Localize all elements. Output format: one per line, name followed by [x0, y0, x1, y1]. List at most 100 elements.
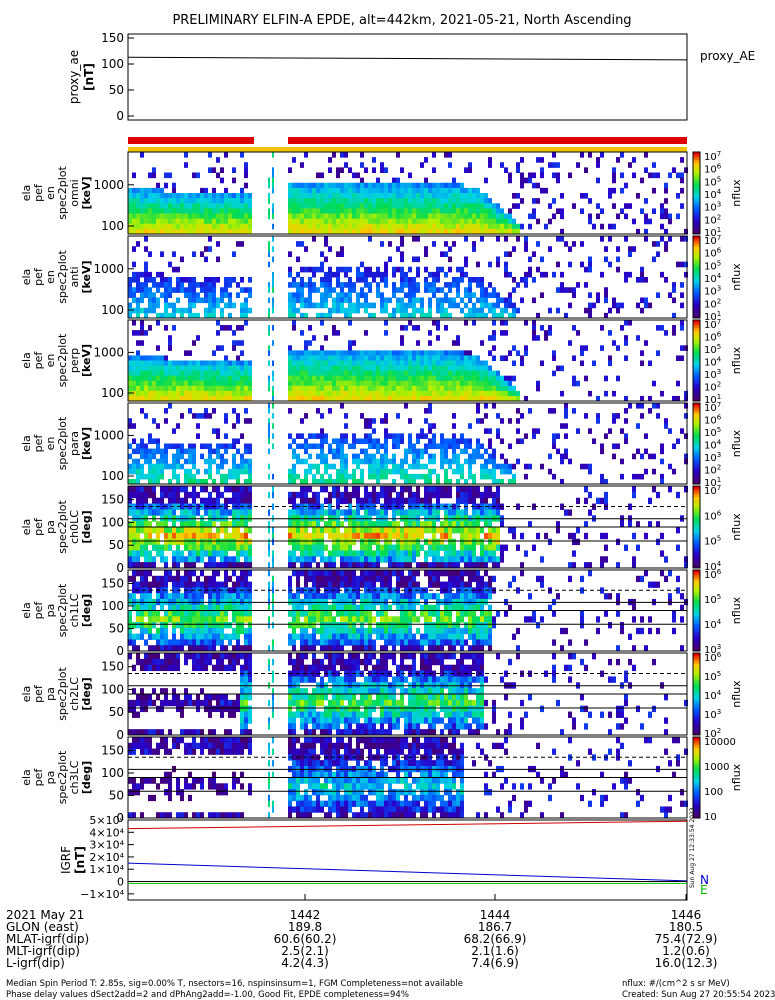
en_anti-cell: [416, 282, 420, 288]
en_perp-cell: [436, 350, 440, 356]
en_perp-cell: [216, 360, 220, 367]
en_para-cell: [424, 473, 428, 480]
en_omni-cell: [464, 203, 468, 209]
en_perp-cell: [396, 385, 400, 392]
en_para-colorbar-cell: [693, 451, 700, 455]
en_para-colorbar-cell: [693, 424, 700, 428]
en_omni-cell: [360, 177, 364, 184]
en_anti-cell: [296, 292, 300, 298]
ch0LC-cell: [204, 527, 208, 534]
en_omni-cell: [152, 218, 156, 225]
en_para-cell: [388, 458, 392, 465]
en_anti-cell: [336, 266, 340, 273]
ch0LC-cell: [448, 527, 452, 534]
en_para-cell: [492, 478, 496, 485]
en_omni-cell: [508, 228, 512, 235]
en_perp-cell: [300, 330, 304, 336]
en_para-cell: [484, 448, 488, 455]
ch0LC-cell: [164, 562, 168, 569]
en_perp-cell: [328, 360, 332, 367]
ch1LC-cell: [160, 604, 164, 611]
ch0LC-cell: [436, 556, 440, 563]
en_perp-cell: [272, 340, 274, 346]
ch0LC-cell: [380, 527, 384, 534]
en_anti-cell: [400, 251, 404, 257]
en_omni-cell: [272, 208, 274, 214]
en_para-cell: [572, 408, 576, 414]
en_omni-cell: [528, 172, 532, 179]
en_omni-cell: [228, 218, 232, 225]
en_para-cell: [232, 408, 236, 414]
en_para-cell: [644, 433, 648, 439]
en_omni-cell: [288, 182, 292, 189]
en_perp-cell: [352, 370, 356, 377]
en_anti-cell: [224, 287, 228, 293]
en_anti-cell: [436, 287, 440, 293]
ch0LC-cell: [164, 532, 168, 540]
ch0LC-cell: [396, 521, 400, 528]
en_omni-cell: [332, 213, 336, 220]
en_para-cell: [248, 458, 252, 465]
en_anti-cell: [320, 282, 324, 288]
en_perp-cell: [168, 360, 172, 367]
ch0LC-cell: [244, 509, 248, 516]
en_para-cell: [376, 448, 380, 455]
ch0LC-cell: [192, 521, 196, 528]
en_anti-cell: [360, 261, 364, 268]
en_omni-cell: [356, 218, 360, 225]
ch0LC-cell: [184, 527, 188, 534]
en_perp-cell: [304, 395, 308, 402]
en_omni-cell: [336, 218, 340, 225]
ch0LC-cell: [348, 550, 352, 557]
en_para-cell: [384, 448, 388, 455]
en_para-cell: [408, 448, 412, 455]
en_perp-cell: [492, 355, 496, 361]
en_perp-cell: [540, 360, 544, 367]
en_anti-cell: [448, 297, 452, 304]
en_anti-cell: [164, 312, 168, 319]
ch0LC-cell: [444, 521, 448, 528]
ch0LC-cell: [316, 521, 320, 528]
en_perp-cell: [492, 345, 496, 351]
en_perp-cell: [248, 360, 252, 367]
en_perp-cell: [212, 360, 216, 367]
en_perp-cell: [324, 390, 328, 397]
en_para-cell: [416, 463, 420, 470]
en_perp-cell: [416, 375, 420, 382]
en_anti-cell: [432, 241, 436, 247]
en_omni-cell: [320, 223, 324, 230]
en_perp-cell: [132, 390, 136, 397]
en_perp-cell: [240, 390, 244, 397]
en_anti-cell: [480, 282, 484, 288]
en_para-cell: [200, 443, 204, 450]
en_anti-cell: [440, 307, 444, 314]
en_omni-cell: [208, 167, 212, 173]
en_perp-cell: [324, 385, 328, 392]
en_para-cell: [552, 433, 556, 439]
en_perp-cell: [448, 365, 452, 372]
ch1LC-cell: [136, 645, 140, 652]
en_perp-cell: [196, 360, 200, 367]
en_anti-cell: [560, 271, 564, 278]
ch0LC-cell: [232, 538, 236, 546]
ch0LC-cell: [240, 544, 244, 551]
en_omni-cell: [196, 193, 200, 199]
en_para-cell: [600, 473, 604, 480]
en_omni-cell: [208, 152, 212, 158]
en_anti-cell: [152, 297, 156, 304]
ch0LC-cell: [312, 527, 316, 534]
en_para-cell: [272, 473, 274, 480]
ch0LC-cell: [516, 503, 520, 510]
en_anti-cell: [300, 302, 304, 309]
en_omni-cell: [216, 213, 220, 220]
en_omni-cell: [248, 208, 252, 214]
ch0LC-cell: [528, 521, 532, 528]
ch0LC-cell: [496, 562, 500, 569]
ch0LC-cell: [484, 544, 488, 551]
en_omni-cell: [332, 198, 336, 204]
en_omni-cell: [396, 228, 400, 235]
en_para-colorbar-cell: [693, 408, 700, 412]
ch0LC-cell: [600, 532, 604, 540]
en_perp-cell: [388, 370, 392, 377]
en_para-cell: [144, 413, 148, 419]
